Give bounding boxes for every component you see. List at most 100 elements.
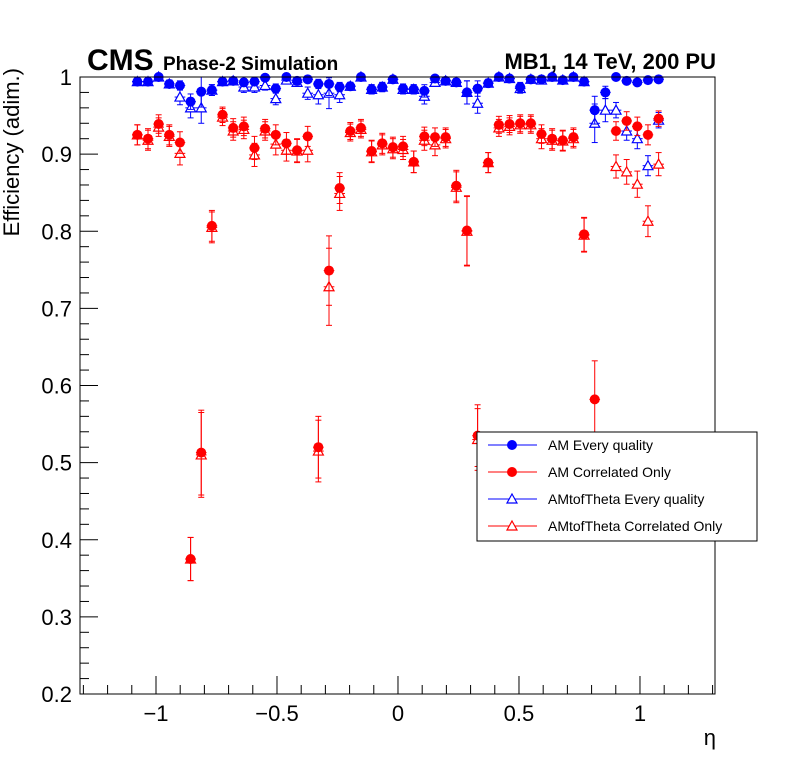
y-tick-label: 0.6 — [41, 374, 72, 399]
data-point — [302, 125, 314, 147]
circle-marker — [143, 76, 154, 87]
data-point — [461, 80, 473, 105]
circle-marker — [132, 129, 143, 140]
data-point — [514, 114, 526, 133]
circle-marker — [164, 78, 175, 89]
circle-marker — [483, 157, 494, 168]
circle-marker — [589, 394, 600, 405]
circle-marker — [568, 132, 579, 143]
circle-marker — [440, 132, 451, 143]
circle-marker — [515, 82, 526, 93]
data-point — [206, 209, 218, 242]
x-tick-label: 0 — [392, 701, 404, 726]
legend-label-am-every: AM Every quality — [548, 437, 653, 453]
circle-marker — [217, 109, 228, 120]
circle-marker — [366, 84, 377, 95]
legend-box — [476, 431, 758, 542]
circle-marker — [621, 115, 632, 126]
circle-marker — [611, 125, 622, 136]
data-point — [408, 150, 420, 174]
x-axis-label: η — [704, 725, 716, 750]
triangle-marker — [471, 96, 484, 108]
data-point — [631, 116, 643, 137]
data-point — [397, 83, 409, 94]
circle-marker — [461, 87, 472, 98]
data-point — [270, 124, 282, 146]
circle-marker — [387, 74, 398, 85]
data-point — [217, 76, 228, 87]
data-point — [408, 84, 420, 95]
circle-marker — [430, 132, 441, 143]
data-point — [142, 76, 154, 87]
data-point — [482, 78, 494, 89]
triangle-marker — [631, 177, 644, 189]
data-point — [546, 128, 558, 150]
circle-marker — [132, 76, 143, 87]
data-point — [578, 76, 590, 87]
triangle-marker — [641, 214, 654, 226]
data-points — [131, 70, 665, 582]
circle-marker — [461, 225, 472, 236]
circle-marker — [621, 75, 632, 86]
data-point — [249, 76, 260, 87]
circle-marker — [334, 82, 345, 93]
legend-label-am-correlated: AM Correlated Only — [548, 464, 671, 480]
circle-marker — [164, 129, 175, 140]
x-tick-label: −0.5 — [255, 701, 298, 726]
circle-marker — [579, 76, 590, 87]
circle-marker — [525, 118, 536, 129]
circle-marker — [430, 73, 441, 84]
circle-marker — [642, 129, 653, 140]
circle-marker — [345, 125, 356, 136]
data-point — [610, 101, 623, 119]
data-point — [163, 124, 175, 146]
circle-marker — [451, 180, 462, 191]
circle-marker — [377, 138, 388, 149]
circle-marker — [632, 77, 643, 88]
triangle-marker — [610, 160, 623, 172]
circle-marker — [653, 113, 664, 124]
data-point — [153, 114, 164, 134]
data-point — [334, 172, 345, 204]
circle-marker — [398, 141, 409, 152]
circle-marker — [174, 137, 185, 148]
data-point — [472, 80, 483, 97]
circle-marker — [153, 119, 164, 130]
triangle-marker — [631, 132, 644, 144]
data-point — [493, 115, 505, 134]
legend: AM Every quality AM Correlated Only AMto… — [476, 431, 758, 542]
data-point — [238, 116, 250, 137]
data-point — [195, 76, 207, 108]
data-point — [482, 152, 494, 174]
circle-marker — [174, 80, 185, 91]
circle-marker — [249, 142, 260, 153]
circle-marker — [589, 105, 600, 116]
circle-marker — [451, 77, 462, 88]
circle-marker — [206, 85, 217, 96]
circle-marker — [557, 135, 568, 146]
circle-marker — [504, 119, 515, 130]
circle-marker — [334, 183, 345, 194]
circle-marker — [504, 73, 515, 84]
y-tick-label: 0.8 — [41, 219, 72, 244]
data-point — [281, 132, 292, 155]
data-point — [589, 360, 601, 439]
data-point — [621, 75, 632, 86]
circle-marker — [196, 447, 207, 458]
circle-marker — [600, 87, 611, 98]
y-tick-label: 1 — [60, 65, 72, 90]
circle-marker — [281, 138, 292, 149]
circle-marker — [408, 156, 419, 167]
y-tick-label: 0.9 — [41, 142, 72, 167]
circle-marker — [217, 76, 228, 87]
data-point — [557, 75, 569, 86]
data-point — [631, 170, 644, 198]
circle-marker — [313, 442, 324, 453]
data-point — [641, 205, 654, 238]
circle-marker — [440, 75, 451, 86]
data-point — [174, 131, 186, 154]
data-point — [600, 85, 611, 100]
circle-marker — [292, 145, 303, 156]
circle-marker — [653, 74, 664, 85]
data-point — [163, 78, 175, 89]
